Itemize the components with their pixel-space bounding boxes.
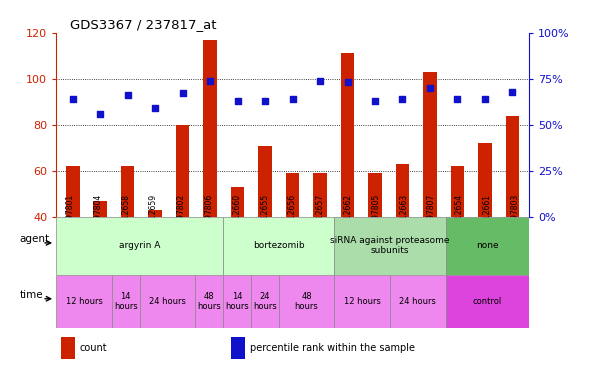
Text: control: control [473,297,502,306]
Text: 48
hours: 48 hours [197,292,221,311]
Point [260,98,269,104]
Text: siRNA against proteasome
subunits: siRNA against proteasome subunits [330,236,450,255]
Text: GSM297804: GSM297804 [93,194,102,240]
Bar [139,275,195,328]
Text: GSM297802: GSM297802 [177,194,186,240]
Point [426,85,435,91]
Bar [278,275,335,328]
Text: bortezomib: bortezomib [253,241,304,250]
Bar [56,217,223,275]
Text: GSM297805: GSM297805 [372,194,381,240]
Bar [121,166,135,217]
Bar [478,143,492,217]
Text: GSM212654: GSM212654 [455,194,464,240]
Bar [231,337,245,359]
Point [316,78,325,84]
Text: GSM212655: GSM212655 [260,194,269,240]
Point [480,96,490,102]
Bar [258,146,272,217]
Text: count: count [80,343,108,353]
Text: 24
hours: 24 hours [253,292,277,311]
Text: 12 hours: 12 hours [66,297,102,306]
Text: 48
hours: 48 hours [294,292,319,311]
Text: GSM212658: GSM212658 [121,194,130,240]
Bar [148,210,162,217]
Text: 14
hours: 14 hours [225,292,249,311]
Bar [66,166,80,217]
Text: GSM212660: GSM212660 [232,194,241,240]
Bar [423,72,437,217]
Bar [112,275,139,328]
Point [178,90,187,96]
Bar [56,275,112,328]
Bar [61,337,75,359]
Bar [313,173,327,217]
Bar [285,173,300,217]
Bar [203,40,217,217]
Point [343,79,352,86]
Text: GSM297807: GSM297807 [427,194,436,240]
Text: GDS3367 / 237817_at: GDS3367 / 237817_at [70,18,217,31]
Bar [93,201,107,217]
Text: GSM297803: GSM297803 [511,194,519,240]
Point [398,96,407,102]
Text: GSM212663: GSM212663 [400,194,408,240]
Point [288,96,297,102]
Point [68,96,77,102]
Text: GSM212661: GSM212661 [483,194,492,240]
Bar [395,164,410,217]
Bar [251,275,278,328]
Text: GSM212659: GSM212659 [149,194,158,240]
Text: argyrin A: argyrin A [119,241,160,250]
Bar [230,187,245,217]
Point [508,89,517,95]
Point [453,96,462,102]
Bar [368,173,382,217]
Bar [446,275,529,328]
Point [150,105,160,111]
Text: 24 hours: 24 hours [149,297,186,306]
Bar [335,275,390,328]
Bar [176,125,190,217]
Bar [223,275,251,328]
Point [371,98,380,104]
Bar [223,217,335,275]
Bar [446,217,529,275]
Text: agent: agent [20,234,50,244]
Bar [505,116,519,217]
Bar [340,53,355,217]
Text: GSM212657: GSM212657 [316,194,325,240]
Bar [195,275,223,328]
Point [205,78,215,84]
Text: GSM212662: GSM212662 [344,194,353,240]
Text: GSM212656: GSM212656 [288,194,297,240]
Text: percentile rank within the sample: percentile rank within the sample [250,343,415,353]
Point [233,98,242,104]
Text: 14
hours: 14 hours [114,292,138,311]
Text: time: time [20,290,43,300]
Bar [335,217,446,275]
Text: 24 hours: 24 hours [400,297,436,306]
Text: GSM297801: GSM297801 [66,194,74,240]
Point [123,92,132,98]
Bar [390,275,446,328]
Text: none: none [476,241,499,250]
Bar [450,166,465,217]
Text: 12 hours: 12 hours [343,297,381,306]
Point [95,111,105,117]
Text: GSM297806: GSM297806 [204,194,213,240]
